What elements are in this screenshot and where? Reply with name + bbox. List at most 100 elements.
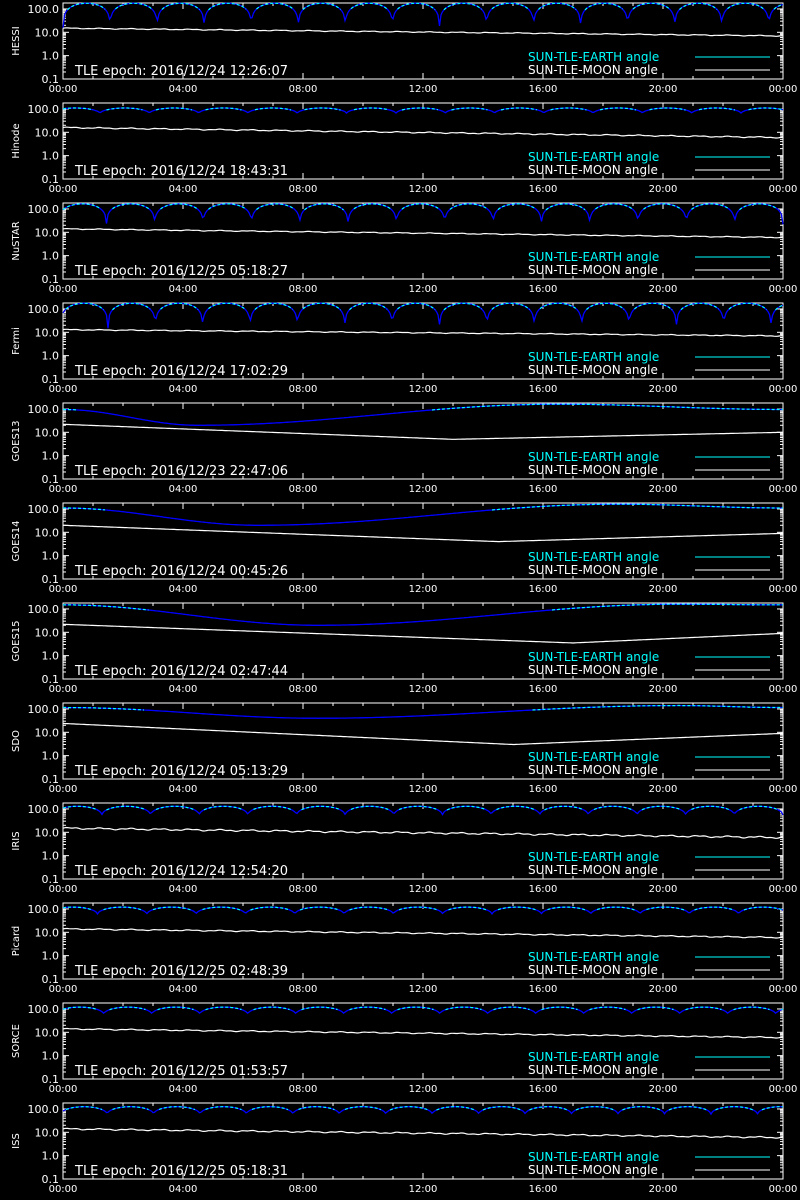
y-tick-label: 100.0 xyxy=(28,1103,60,1116)
satellite-name: ISS xyxy=(11,1133,22,1149)
x-tick-label: 12:00 xyxy=(409,684,438,695)
legend-earth-label: SUN-TLE-EARTH angle xyxy=(528,750,659,764)
series-earth-angle-visible xyxy=(497,906,536,911)
x-tick-label: 08:00 xyxy=(289,584,318,595)
series-earth-angle-visible xyxy=(496,805,535,811)
series-earth-angle-visible xyxy=(491,503,783,511)
series-earth-angle-visible xyxy=(398,805,439,811)
x-tick-label: 00:00 xyxy=(49,384,78,395)
x-tick-label: 12:00 xyxy=(409,184,438,195)
x-tick-label: 00:00 xyxy=(769,484,798,495)
legend-earth-label: SUN-TLE-EARTH angle xyxy=(528,650,659,664)
series-earth-angle-visible xyxy=(344,1106,382,1111)
x-tick-label: 00:00 xyxy=(769,1184,798,1195)
x-tick-label: 04:00 xyxy=(169,584,198,595)
series-earth-angle-visible xyxy=(112,203,151,211)
x-tick-label: 04:00 xyxy=(169,184,198,195)
series-earth-angle-visible xyxy=(643,203,682,210)
y-tick-label: 100.0 xyxy=(28,903,60,916)
series-earth-angle-visible xyxy=(436,1106,475,1111)
series-earth-angle-visible xyxy=(586,302,625,310)
legend-earth-label: SUN-TLE-EARTH angle xyxy=(528,850,659,864)
legend-moon-label: SUN-TLE-MOON angle xyxy=(528,363,658,377)
legend-moon-label: SUN-TLE-MOON angle xyxy=(528,963,658,977)
tle-epoch-label: TLE epoch: 2016/12/24 12:26:07 xyxy=(74,64,288,79)
series-earth-angle-visible xyxy=(353,203,392,211)
series-moon-angle xyxy=(62,228,784,239)
series-earth-angle-visible xyxy=(250,906,290,911)
x-tick-label: 08:00 xyxy=(289,1184,318,1195)
series-earth-angle-visible xyxy=(304,107,341,111)
tle-epoch-label: TLE epoch: 2016/12/23 22:47:06 xyxy=(74,464,288,479)
y-tick-label: 0.1 xyxy=(42,473,60,486)
satellite-name: Hinode xyxy=(11,123,22,158)
series-earth-angle-visible xyxy=(256,203,295,210)
x-tick-label: 00:00 xyxy=(769,184,798,195)
x-tick-label: 16:00 xyxy=(529,384,558,395)
series-earth-angle-visible xyxy=(691,203,730,210)
series-earth-angle-visible xyxy=(401,107,439,111)
series-earth-angle-visible xyxy=(679,2,718,10)
legend-earth-label: SUN-TLE-EARTH angle xyxy=(528,450,659,464)
y-tick-label: 100.0 xyxy=(28,703,60,716)
legend-moon-label: SUN-TLE-MOON angle xyxy=(528,863,658,877)
y-tick-label: 100.0 xyxy=(28,203,60,216)
y-tick-label: 0.1 xyxy=(42,73,60,86)
series-earth-angle-visible xyxy=(728,302,767,311)
y-tick-label: 100.0 xyxy=(28,803,60,816)
legend-earth-label: SUN-TLE-EARTH angle xyxy=(528,150,659,164)
y-tick-label: 10.0 xyxy=(35,526,60,539)
x-tick-label: 04:00 xyxy=(169,484,198,495)
x-tick-label: 00:00 xyxy=(49,284,78,295)
x-tick-label: 08:00 xyxy=(289,484,318,495)
legend-moon-label: SUN-TLE-MOON angle xyxy=(528,1063,658,1077)
legend-moon-label: SUN-TLE-MOON angle xyxy=(528,563,658,577)
y-tick-label: 0.1 xyxy=(42,273,60,286)
satellite-name: GOES15 xyxy=(11,620,22,661)
series-earth-angle-visible xyxy=(63,706,145,711)
y-tick-label: 0.1 xyxy=(42,373,60,386)
x-tick-label: 00:00 xyxy=(769,584,798,595)
series-earth-angle-visible xyxy=(106,805,146,811)
y-tick-label: 100.0 xyxy=(28,603,60,616)
series-earth-angle-visible xyxy=(584,2,623,11)
series-moon-angle xyxy=(62,423,783,440)
legend-earth-label: SUN-TLE-EARTH angle xyxy=(528,250,659,264)
series-earth-angle-visible xyxy=(599,107,637,111)
series-earth-angle-visible xyxy=(353,107,389,111)
series-earth-angle-visible xyxy=(773,3,784,10)
series-earth-angle-visible xyxy=(155,107,193,111)
series-earth-angle-visible xyxy=(205,107,242,111)
x-tick-label: 00:00 xyxy=(769,684,798,695)
legend-moon-label: SUN-TLE-MOON angle xyxy=(528,463,658,477)
y-tick-label: 10.0 xyxy=(35,626,60,639)
series-earth-angle-visible xyxy=(551,603,783,611)
series-earth-angle-visible xyxy=(449,203,488,210)
y-tick-label: 10.0 xyxy=(35,826,60,839)
series-earth-angle-visible xyxy=(350,805,389,811)
series-earth-angle-visible xyxy=(157,1006,194,1011)
x-tick-label: 00:00 xyxy=(769,984,798,995)
y-tick-label: 1.0 xyxy=(42,850,60,863)
x-tick-label: 00:00 xyxy=(49,1184,78,1195)
satellite-name: SORCE xyxy=(11,1024,22,1058)
legend-earth-label: SUN-TLE-EARTH angle xyxy=(528,1150,659,1164)
x-tick-label: 16:00 xyxy=(529,784,558,795)
series-earth-angle-visible xyxy=(491,2,529,10)
series-earth-angle-visible xyxy=(254,107,292,111)
x-tick-label: 12:00 xyxy=(409,1084,438,1095)
series-earth-angle-visible xyxy=(668,1106,707,1111)
x-tick-label: 08:00 xyxy=(289,984,318,995)
series-earth-angle-visible xyxy=(715,1106,754,1111)
series-earth-angle-visible xyxy=(593,805,632,811)
x-tick-label: 20:00 xyxy=(649,884,678,895)
series-moon-angle xyxy=(62,328,784,337)
satellite-name: GOES14 xyxy=(11,520,22,561)
y-tick-label: 1.0 xyxy=(42,950,60,963)
series-earth-angle-visible xyxy=(446,805,487,811)
x-tick-label: 20:00 xyxy=(649,984,678,995)
x-tick-label: 04:00 xyxy=(169,984,198,995)
y-tick-label: 10.0 xyxy=(35,26,60,39)
x-tick-label: 08:00 xyxy=(289,284,318,295)
x-tick-label: 16:00 xyxy=(529,984,558,995)
